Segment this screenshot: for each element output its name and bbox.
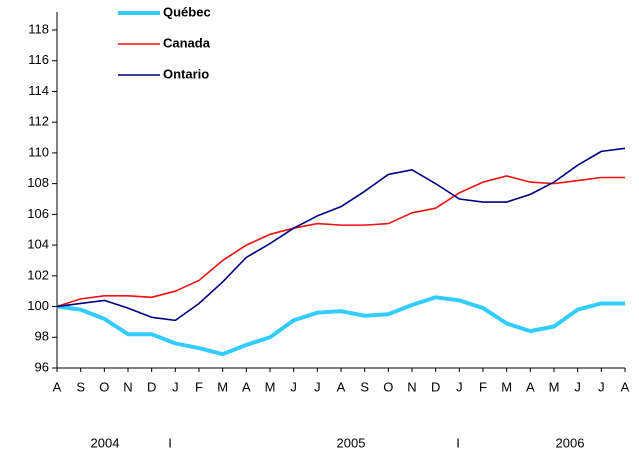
- year-label: 2006: [556, 435, 585, 450]
- x-tick-label: M: [217, 379, 228, 394]
- x-tick-label: A: [621, 379, 630, 394]
- x-tick-label: J: [172, 379, 179, 394]
- y-tick-label: 100: [27, 298, 49, 313]
- x-tick-label: S: [360, 379, 369, 394]
- x-tick-label: S: [76, 379, 85, 394]
- y-tick-label: 106: [27, 206, 49, 221]
- year-label: I: [168, 435, 172, 450]
- x-tick-label: A: [242, 379, 251, 394]
- x-tick-label: J: [314, 379, 321, 394]
- year-label: 2004: [91, 435, 120, 450]
- x-tick-label: J: [456, 379, 463, 394]
- y-tick-label: 98: [35, 329, 49, 344]
- y-tick-label: 110: [28, 144, 49, 159]
- series-line: [56, 175, 625, 308]
- x-tick-label: M: [265, 379, 276, 394]
- x-tick-label: D: [147, 379, 156, 394]
- x-tick-label: A: [337, 379, 346, 394]
- x-tick-label: J: [290, 379, 297, 394]
- x-tick-label: J: [598, 379, 605, 394]
- legend-label: Canada: [163, 35, 211, 50]
- year-label: I: [456, 435, 460, 450]
- x-tick-label: O: [99, 379, 109, 394]
- x-tick-label: F: [195, 379, 203, 394]
- series-line: [56, 147, 626, 322]
- x-tick-label: N: [123, 379, 132, 394]
- x-tick-label: D: [431, 379, 440, 394]
- y-tick-label: 112: [28, 114, 49, 129]
- x-tick-label: F: [479, 379, 487, 394]
- y-tick-label: 116: [28, 52, 49, 67]
- y-tick-label: 114: [28, 83, 49, 98]
- y-tick-label: 108: [27, 175, 49, 190]
- series-line: [56, 295, 625, 357]
- x-tick-label: A: [53, 379, 62, 394]
- x-tick-label: O: [383, 379, 393, 394]
- x-tick-label: A: [526, 379, 535, 394]
- legend-label: Québec: [163, 4, 211, 19]
- legend-label: Ontario: [163, 66, 209, 81]
- y-tick-label: 118: [28, 21, 49, 36]
- y-tick-label: 102: [27, 267, 49, 282]
- year-label: 2005: [337, 435, 366, 450]
- x-tick-label: J: [574, 379, 581, 394]
- y-tick-label: 96: [35, 359, 49, 374]
- x-tick-label: M: [549, 379, 560, 394]
- x-tick-label: N: [407, 379, 416, 394]
- y-tick-label: 104: [27, 237, 49, 252]
- x-tick-label: M: [501, 379, 512, 394]
